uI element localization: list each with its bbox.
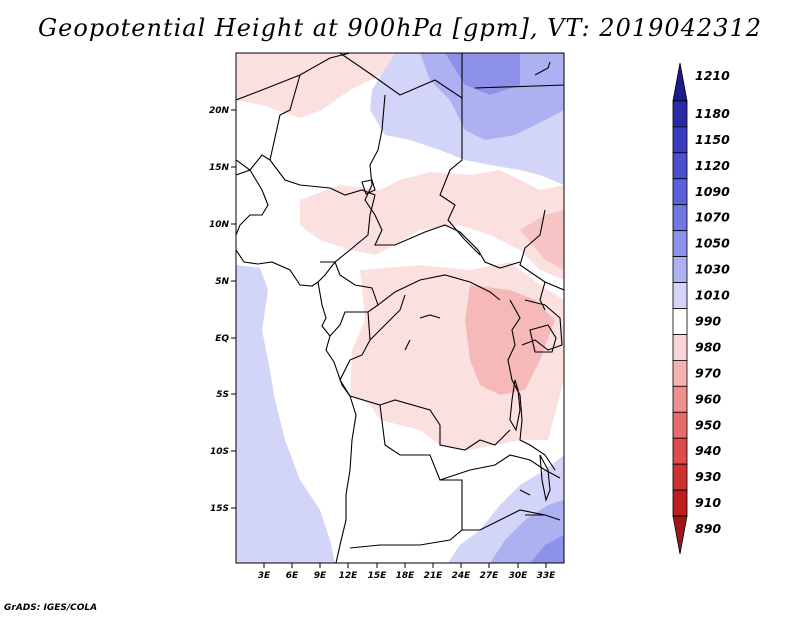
border-congo <box>339 311 371 397</box>
colorbar-label: 990 <box>695 313 721 328</box>
lat-label-10n: 10N <box>209 220 230 230</box>
border-east <box>474 84 564 89</box>
lon-label-3e: 3E <box>258 571 271 581</box>
lon-ticks <box>263 563 547 568</box>
lake-malawi <box>539 454 551 502</box>
border-zimbabwe <box>462 509 561 531</box>
colorbar-segment <box>672 62 688 102</box>
colorbar-segment <box>672 230 688 258</box>
lon-label-9e: 9E <box>314 571 327 581</box>
border-uganda <box>521 299 563 351</box>
colorbar-label: 950 <box>695 417 721 432</box>
colorbar-label: 1210 <box>695 68 730 83</box>
boundaries <box>236 53 564 563</box>
lake-tanganyika <box>509 379 521 432</box>
colorbar-label: 980 <box>695 339 721 354</box>
colorbar-label: 1070 <box>695 210 730 225</box>
border-drc-west <box>369 294 406 341</box>
colorbar-label: 1180 <box>695 106 730 121</box>
field-blue-ne-mid <box>420 53 564 140</box>
border-ethiopia <box>519 209 564 291</box>
colorbar: 1210 1180 1150 1120 1090 1070 1050 1030 1010 990 9… <box>672 62 730 555</box>
border-chad <box>364 94 521 269</box>
colorbar-segment <box>672 463 688 491</box>
field-blue-atlantic <box>236 265 335 563</box>
lake-shores-central <box>404 314 545 516</box>
colorbar-segment <box>672 437 688 465</box>
field-blue-se-deep <box>530 535 564 563</box>
border-north-3 <box>339 53 463 100</box>
colorbar-label: 910 <box>695 495 721 510</box>
colorbar-label: 1030 <box>695 262 730 277</box>
border-angola <box>349 404 463 549</box>
colorbar-segment <box>672 308 688 335</box>
border-cameroon <box>320 261 379 337</box>
map-title: Geopotential Height at 900hPa [gpm], VT:… <box>38 14 762 42</box>
border-drc-south <box>349 395 511 451</box>
colorbar-label: 960 <box>695 391 721 406</box>
shaded-field <box>236 53 564 563</box>
lake-victoria <box>529 324 557 353</box>
colorbar-label: 970 <box>695 365 721 380</box>
lat-label-20n: 20N <box>209 106 230 116</box>
colorbar-segment <box>672 411 688 439</box>
lon-label-15e: 15E <box>368 571 388 581</box>
colorbar-label: 1150 <box>695 132 730 147</box>
colorbar-label: 890 <box>695 521 721 536</box>
lon-label-6e: 6E <box>286 571 299 581</box>
map-frame <box>235 52 565 564</box>
colorbar-segment <box>672 334 688 361</box>
lat-label-15n: 15N <box>209 163 230 173</box>
lon-label-24e: 24E <box>452 571 472 581</box>
colorbar-segment <box>672 489 688 517</box>
lon-label-27e: 27E <box>480 571 500 581</box>
border-kenya <box>539 281 546 311</box>
colorbar-label: 940 <box>695 443 721 458</box>
lat-label-eq: EQ <box>215 334 229 344</box>
lat-label-10s: 10S <box>210 447 229 457</box>
border-car <box>377 274 501 306</box>
colorbar-segment <box>672 359 688 387</box>
border-sahel-west <box>236 154 271 176</box>
colorbar-segment <box>672 126 688 154</box>
lat-labels: 20N 15N 10N 5N EQ 5S 10S 15S <box>209 106 230 514</box>
lat-label-5n: 5N <box>215 277 229 287</box>
lat-label-5s: 5S <box>216 390 229 400</box>
colorbar-segment <box>672 385 688 413</box>
colorbar-segment <box>672 515 688 555</box>
colorbar-segment <box>672 178 688 206</box>
colorbar-segment <box>672 256 688 283</box>
colorbar-label: 1010 <box>695 288 730 303</box>
lon-label-33e: 33E <box>537 571 557 581</box>
field-pink-east <box>520 210 564 270</box>
lake-chad <box>361 179 376 195</box>
grads-credit: GrADS: IGES/COLA <box>4 603 98 613</box>
field-pink-north <box>236 53 395 118</box>
lon-label-18e: 18E <box>396 571 416 581</box>
colorbar-label: 1050 <box>695 236 730 251</box>
field-pink-core <box>465 285 555 395</box>
colorbar-segment <box>672 282 688 309</box>
red-sea-coast <box>534 61 551 76</box>
lon-label-12e: 12E <box>339 571 359 581</box>
border-zambia <box>439 454 561 481</box>
lon-label-21e: 21E <box>424 571 444 581</box>
field-blue-ne-deep <box>445 53 520 95</box>
colorbar-label: 1090 <box>695 184 730 199</box>
border-north-2 <box>269 74 301 161</box>
colorbar-segment <box>672 204 688 232</box>
colorbar-label: 1120 <box>695 158 730 173</box>
lon-labels: 3E 6E 9E 12E 15E 18E 21E 24E 27E 30E 33E <box>258 571 556 581</box>
border-sudan <box>439 98 481 256</box>
colorbar-segment <box>672 100 688 128</box>
lat-label-15s: 15S <box>210 504 229 514</box>
lat-ticks <box>231 109 236 509</box>
border-east-africa <box>507 299 556 471</box>
colorbar-label: 930 <box>695 469 721 484</box>
lon-label-30e: 30E <box>509 571 529 581</box>
colorbar-segment <box>672 152 688 180</box>
